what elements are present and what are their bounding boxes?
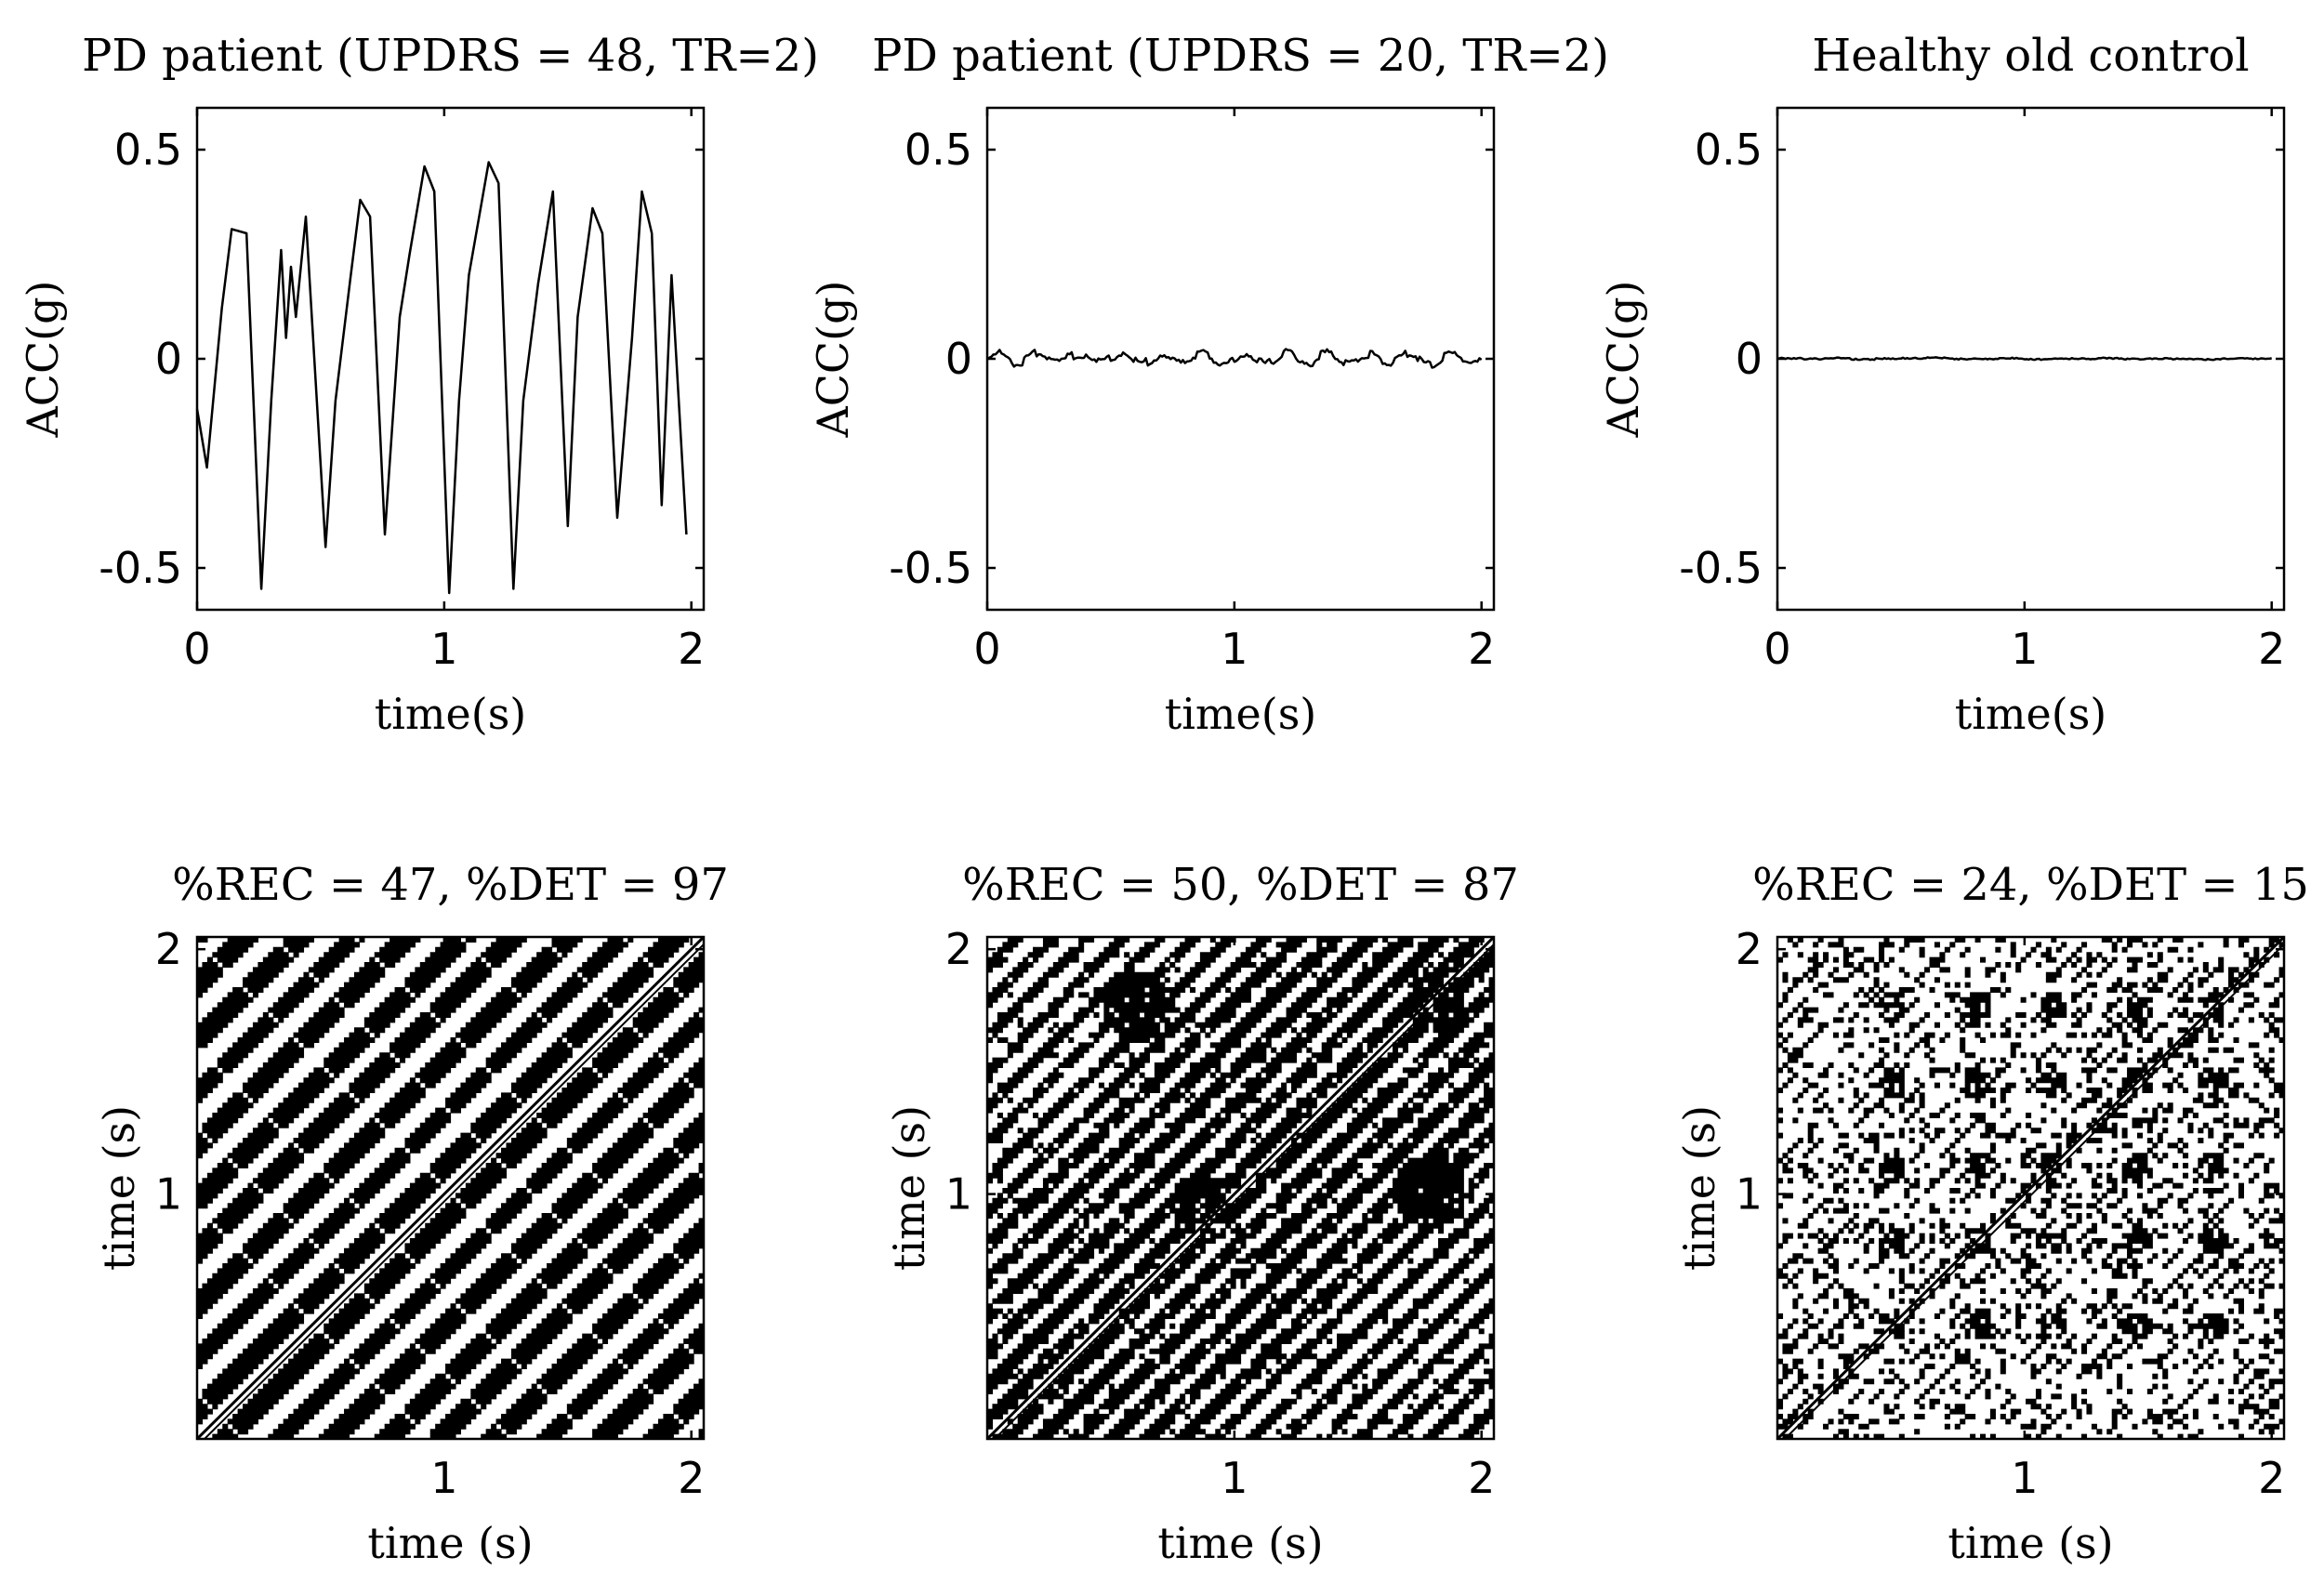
- y-tick-label: 2: [155, 924, 182, 974]
- y-axis-label: time (s): [884, 1105, 934, 1271]
- y-tick-label: 2: [1736, 924, 1763, 974]
- y-tick-label: 0.5: [905, 125, 972, 175]
- x-tick-label: 2: [2258, 1453, 2285, 1503]
- x-tick-label: 0: [973, 624, 1000, 674]
- panel-bottom-right: %REC = 24, %DET = 15 1 2 1 2 time (s) time (s): [1674, 859, 2309, 1568]
- axes-frame: [985, 935, 1496, 1441]
- x-axis-label: time(s): [1955, 689, 2107, 739]
- identity-diagonal: [987, 937, 1494, 1439]
- panel-top-middle: PD patient (UPDRS = 20, TR=2)0 1 2-0.500.5…: [808, 30, 1609, 739]
- chart-title: %REC = 24, %DET = 15: [1752, 859, 2309, 911]
- y-axis-label: time (s): [94, 1105, 144, 1271]
- x-tick-label: 2: [2258, 624, 2285, 674]
- x-tick-label: 1: [2011, 624, 2038, 674]
- y-tick-label: -0.5: [99, 543, 182, 593]
- y-axis-label: ACC(g): [808, 281, 858, 439]
- y-tick-label: 0: [945, 334, 972, 384]
- y-axis-label: ACC(g): [18, 281, 68, 439]
- y-tick-label: 0.5: [114, 125, 182, 175]
- y-tick-label: 1: [945, 1169, 972, 1220]
- x-axis-label: time(s): [375, 689, 527, 739]
- series-line: [986, 348, 1483, 369]
- y-tick-label: 0.5: [1695, 125, 1763, 175]
- chart-title: Healthy old control: [1812, 30, 2249, 82]
- x-axis-label: time(s): [1165, 689, 1317, 739]
- axes-frame: [195, 935, 706, 1441]
- x-tick-label: 0: [1763, 624, 1790, 674]
- recurrence-points: [197, 937, 704, 1439]
- chart-title: %REC = 50, %DET = 87: [962, 859, 1519, 911]
- panel-top-left: PD patient (UPDRS = 48, TR=2)0 1 2-0.500.5…: [18, 30, 819, 739]
- y-tick-label: 0: [155, 334, 182, 384]
- y-tick-label: 1: [1736, 1169, 1763, 1220]
- identity-diagonal: [197, 937, 704, 1439]
- x-tick-label: 1: [1221, 624, 1248, 674]
- x-tick-label: 1: [430, 624, 457, 674]
- recurrence-plot: [197, 937, 704, 1439]
- y-tick-label: 0: [1736, 334, 1763, 384]
- x-tick-label: 2: [1468, 1453, 1495, 1503]
- y-tick-label: -0.5: [1679, 543, 1763, 593]
- identity-diagonal: [1777, 937, 2284, 1439]
- x-tick-label: 1: [2011, 1453, 2038, 1503]
- x-axis-label: time (s): [367, 1518, 533, 1568]
- recurrence-plot: [1777, 937, 2284, 1439]
- x-tick-label: 0: [183, 624, 210, 674]
- x-tick-label: 1: [430, 1453, 457, 1503]
- y-tick-label: -0.5: [889, 543, 972, 593]
- panel-bottom-left: %REC = 47, %DET = 97 1 2 1 2 time (s) time (s): [94, 859, 729, 1568]
- x-tick-label: 1: [1221, 1453, 1248, 1503]
- recurrence-plot: [987, 937, 1494, 1439]
- chart-title: %REC = 47, %DET = 97: [172, 859, 729, 911]
- x-tick-label: 2: [678, 624, 705, 674]
- chart-title: PD patient (UPDRS = 48, TR=2): [82, 30, 819, 82]
- chart-title: PD patient (UPDRS = 20, TR=2): [872, 30, 1609, 82]
- axes-frame: [1776, 935, 2286, 1441]
- series-line: [1776, 356, 2272, 362]
- x-axis-label: time (s): [1157, 1518, 1323, 1568]
- identity-diagonal-edge: [1784, 943, 2284, 1439]
- x-tick-label: 2: [678, 1453, 705, 1503]
- y-tick-label: 2: [945, 924, 972, 974]
- series-line: [195, 161, 688, 595]
- y-axis-label: ACC(g): [1598, 281, 1648, 439]
- identity-diagonal-edge: [204, 943, 704, 1439]
- identity-diagonal-edge: [994, 943, 1494, 1439]
- panel-bottom-middle: %REC = 50, %DET = 87 1 2 1 2 time (s) time (s): [884, 859, 1519, 1568]
- x-axis-label: time (s): [1948, 1518, 2113, 1568]
- y-axis-label: time (s): [1674, 1105, 1724, 1271]
- x-tick-label: 2: [1468, 624, 1495, 674]
- y-tick-label: 1: [155, 1169, 182, 1220]
